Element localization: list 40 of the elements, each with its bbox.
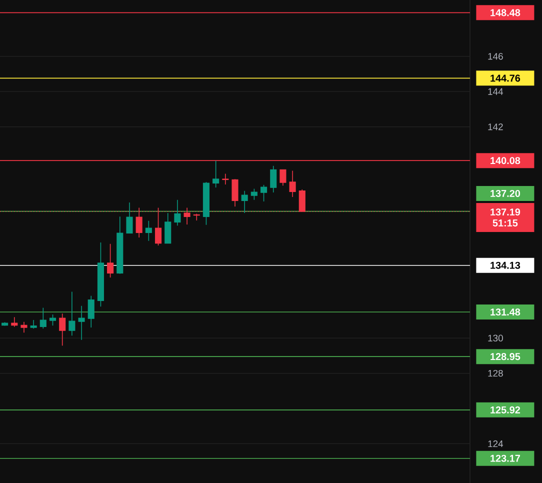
ref-line-label: 137.20 [490,190,520,198]
candlestick [289,170,296,198]
ref-line-label: 123.17 [490,454,520,462]
candlestick [193,213,200,221]
candlestick [126,202,133,234]
ref-line-label: 144.76 [490,74,520,82]
candlestick [280,169,286,186]
candlestick [232,178,238,207]
y-tick-label: 142 [488,123,503,130]
candlestick [270,165,277,193]
candlestick [11,316,18,328]
candlestick [40,307,46,329]
y-tick-label: 144 [488,88,504,95]
candlestick [78,305,85,340]
y-tick-label: 128 [488,370,503,377]
ref-line-label: 134.13 [490,262,520,269]
y-tick-label: 130 [488,334,503,342]
ref-line-label: 148.48 [490,9,520,16]
candlestick [107,243,114,278]
text: 51:15 [492,220,518,226]
candlestick [260,184,268,202]
candlestick [174,199,181,226]
candlestick [20,321,28,334]
y-tick-label: 124 [488,440,504,448]
ref-line-label: 137.19 [490,208,520,216]
candlestick [59,313,66,346]
candlestick [88,295,94,328]
ref-line-label: 131.48 [490,308,520,316]
candlestick [164,212,172,244]
ref-line-label: 125.92 [490,406,520,414]
candlestick [68,291,76,336]
ref-line-label: 128.95 [490,353,520,360]
y-tick-label: 146 [488,52,503,60]
candlestick [49,314,56,326]
ref-line-label: 140.08 [490,157,520,164]
candlestick [241,190,248,214]
candlestick [250,188,258,200]
candlestick [212,160,220,188]
candlestick [145,220,152,242]
candlestick [222,173,229,185]
